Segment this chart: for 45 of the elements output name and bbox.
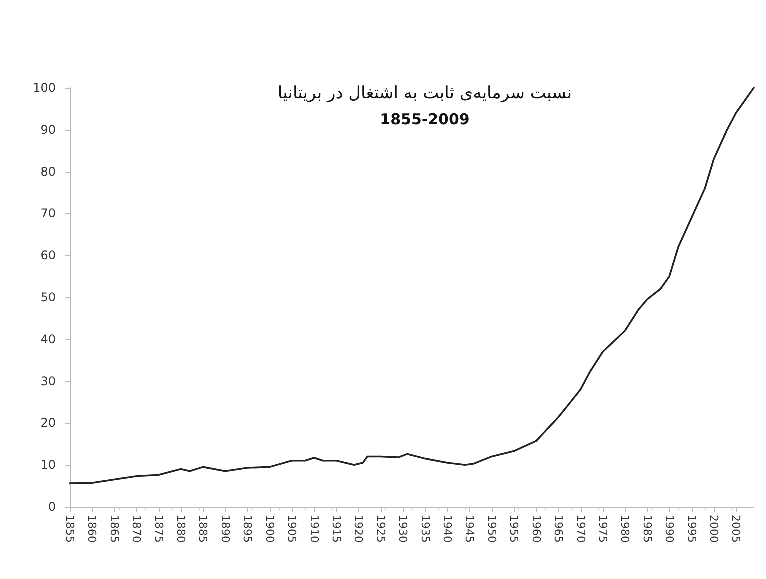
x-tick-label: 1855 bbox=[64, 515, 76, 543]
x-tick-label: 1965 bbox=[552, 515, 566, 543]
x-tick-label: 1875 bbox=[152, 515, 166, 543]
x-tick-label: 1870 bbox=[130, 515, 144, 543]
x-tick-label: 1885 bbox=[196, 515, 210, 543]
x-tick-label: 1890 bbox=[218, 515, 232, 543]
x-tick-label: 1980 bbox=[618, 515, 632, 543]
x-tick-label: 1975 bbox=[596, 515, 610, 543]
x-tick-label: 1945 bbox=[463, 515, 476, 543]
x-tick-label: 2000 bbox=[708, 515, 721, 543]
x-tick-label: 1895 bbox=[241, 515, 254, 543]
x-tick-label: 1930 bbox=[396, 515, 410, 543]
x-tick-label: 1905 bbox=[286, 515, 299, 543]
line-series bbox=[69, 87, 755, 484]
chart-title: نسبت سرمایه‌ی ثابت به اشتغال در بریتانیا bbox=[278, 84, 572, 104]
x-tick-label: 1990 bbox=[663, 515, 676, 543]
y-tick-label: 60 bbox=[40, 248, 56, 263]
y-tick-label: 70 bbox=[40, 206, 56, 221]
y-tick-label: 40 bbox=[40, 332, 56, 346]
x-tick-label: 1960 bbox=[530, 515, 543, 543]
x-tick-label: 1940 bbox=[441, 515, 454, 543]
y-tick-label: 90 bbox=[40, 122, 56, 137]
x-tick-label: 1915 bbox=[330, 515, 343, 543]
y-tick-label: 30 bbox=[40, 374, 56, 388]
x-tick-label: 1865 bbox=[108, 515, 121, 543]
x-tick-label: 1860 bbox=[86, 515, 99, 543]
x-tick-label: 1955 bbox=[508, 515, 521, 543]
x-tick-label: 1985 bbox=[640, 515, 654, 543]
x-tick-label: 1950 bbox=[485, 515, 498, 543]
x-tick-label: 1935 bbox=[418, 515, 432, 543]
y-tick-label: 20 bbox=[40, 416, 56, 430]
y-tick-label: 50 bbox=[40, 290, 56, 304]
y-tick-label: 80 bbox=[40, 164, 56, 179]
x-tick-label: 1970 bbox=[574, 515, 588, 543]
y-tick-label: 0 bbox=[48, 500, 56, 514]
x-tick-label: 1995 bbox=[685, 515, 698, 543]
x-tick-label: 1925 bbox=[374, 515, 388, 543]
x-tick-label: 1920 bbox=[352, 515, 366, 543]
x-tick-label: 2005 bbox=[730, 515, 743, 543]
text: 1855-2009 bbox=[380, 110, 470, 128]
y-tick-label: 100 bbox=[33, 81, 56, 95]
x-tick-label: 1880 bbox=[174, 515, 188, 543]
x-tick-label: 1900 bbox=[263, 515, 276, 543]
x-tick-label: 1910 bbox=[308, 515, 321, 543]
y-tick-label: 10 bbox=[40, 458, 56, 472]
